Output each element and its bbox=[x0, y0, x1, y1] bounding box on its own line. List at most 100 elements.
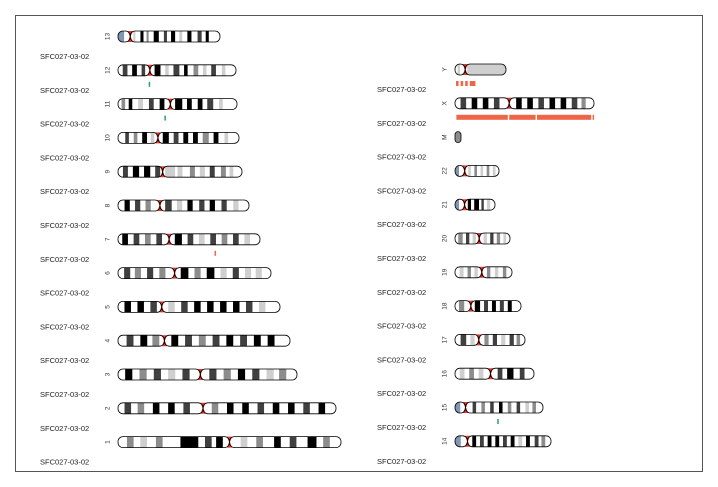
sample-label: SFC027-03-02 bbox=[40, 356, 89, 365]
acrocentric-tip bbox=[455, 199, 459, 211]
cytoband bbox=[226, 335, 234, 347]
segment-mark bbox=[537, 114, 592, 120]
cytoband bbox=[474, 165, 477, 177]
segment-mark bbox=[592, 114, 595, 120]
chromosome-16: 16 SFC027-03-02 bbox=[377, 367, 535, 398]
cytoband bbox=[484, 334, 489, 346]
sample-label: SFC027-03-02 bbox=[40, 424, 89, 433]
cytoband bbox=[141, 64, 146, 76]
sample-label: SFC027-03-02 bbox=[40, 153, 89, 162]
cytoband bbox=[221, 233, 228, 245]
cytoband bbox=[495, 435, 500, 447]
sample-label: SFC027-03-02 bbox=[40, 187, 89, 196]
cytoband bbox=[492, 165, 496, 177]
q-arm-outline bbox=[481, 266, 513, 279]
cytoband bbox=[199, 166, 205, 178]
chromosome-20: 20 SFC027-03-02 bbox=[377, 232, 511, 263]
cytoband bbox=[481, 402, 485, 413]
sample-label: SFC027-03-02 bbox=[377, 220, 426, 229]
q-arm-outline bbox=[464, 164, 500, 177]
cytoband bbox=[458, 233, 463, 244]
cytoband bbox=[220, 166, 226, 178]
cytoband bbox=[181, 301, 188, 313]
cytoband bbox=[165, 200, 172, 211]
cytoband bbox=[125, 369, 133, 380]
cytoband bbox=[252, 369, 260, 380]
cytoband bbox=[138, 98, 143, 110]
cytoband bbox=[145, 200, 151, 211]
q-arm-outline bbox=[467, 435, 552, 448]
q-arm-outline bbox=[464, 198, 496, 211]
cytoband bbox=[177, 166, 183, 178]
cytoband bbox=[457, 64, 461, 75]
sample-label: SFC027-03-02 bbox=[40, 390, 89, 399]
cytoband bbox=[212, 335, 220, 347]
q-arm-outline bbox=[157, 131, 240, 144]
cytoband bbox=[233, 233, 239, 245]
cytoband bbox=[152, 335, 160, 347]
mito-body bbox=[454, 131, 462, 144]
cytoband bbox=[507, 402, 512, 413]
cytoband bbox=[125, 132, 129, 144]
cytoband bbox=[153, 369, 161, 380]
sample-label: SFC027-03-02 bbox=[377, 389, 426, 398]
cytoband bbox=[168, 369, 176, 380]
cytoband bbox=[174, 233, 182, 245]
chromosome-label: 7 bbox=[105, 237, 112, 241]
cytoband bbox=[242, 402, 249, 414]
cytoband bbox=[526, 435, 530, 447]
segment-mark bbox=[497, 419, 499, 424]
cytoband bbox=[153, 31, 159, 42]
cytoband bbox=[474, 266, 478, 278]
cytoband bbox=[152, 402, 160, 414]
chromosome-label: X bbox=[442, 100, 449, 105]
cytoband bbox=[146, 31, 149, 42]
cytoband bbox=[571, 97, 578, 109]
chromosome-label: Y bbox=[442, 67, 449, 72]
cytoband bbox=[124, 200, 130, 211]
cytoband bbox=[168, 402, 175, 414]
cytoband bbox=[187, 98, 192, 110]
sample-label: SFC027-03-02 bbox=[377, 153, 426, 162]
cytoband bbox=[303, 402, 310, 414]
sample-label: SFC027-03-02 bbox=[40, 289, 89, 298]
sample-label: SFC027-03-02 bbox=[377, 322, 426, 331]
cytoband bbox=[244, 267, 252, 279]
cytoband bbox=[494, 266, 499, 278]
chromosome-body bbox=[118, 200, 249, 211]
chromosome-label: 10 bbox=[105, 134, 112, 142]
chromosome-body bbox=[455, 97, 594, 109]
cytoband bbox=[204, 436, 212, 448]
cytoband bbox=[211, 402, 219, 414]
chromosome-label: 21 bbox=[442, 201, 449, 209]
cytoband bbox=[144, 166, 151, 178]
cytoband bbox=[510, 435, 515, 447]
cytoband bbox=[492, 334, 497, 346]
cytoband bbox=[223, 369, 231, 380]
chromosome-21: 21 SFC027-03-02 bbox=[377, 198, 496, 229]
sample-label: SFC027-03-02 bbox=[40, 86, 89, 95]
cytoband bbox=[486, 266, 491, 278]
cytoband bbox=[155, 436, 163, 448]
cytoband bbox=[168, 301, 175, 313]
cytoband bbox=[199, 200, 205, 211]
cytoband bbox=[549, 97, 556, 109]
chromosome-label: 14 bbox=[442, 437, 449, 445]
cytoband bbox=[173, 64, 180, 76]
cytoband bbox=[155, 166, 161, 178]
chromosome-15: 15 SFC027-03-02 bbox=[377, 401, 544, 432]
cytoband bbox=[126, 335, 134, 347]
cytoband bbox=[478, 368, 484, 380]
chromosome-label: 15 bbox=[442, 404, 449, 412]
cytoband bbox=[206, 267, 215, 279]
chromosome-label: 5 bbox=[105, 305, 112, 309]
chromosome-m: M SFC027-03-02 bbox=[377, 131, 462, 162]
sample-label: SFC027-03-02 bbox=[40, 221, 89, 230]
cytoband bbox=[194, 267, 201, 279]
q-arm-outline bbox=[174, 267, 272, 280]
segment-mark bbox=[465, 81, 468, 86]
chromosome-body bbox=[118, 369, 297, 380]
cytoband bbox=[140, 436, 147, 448]
cytoband bbox=[502, 266, 507, 278]
cytoband bbox=[240, 335, 247, 347]
